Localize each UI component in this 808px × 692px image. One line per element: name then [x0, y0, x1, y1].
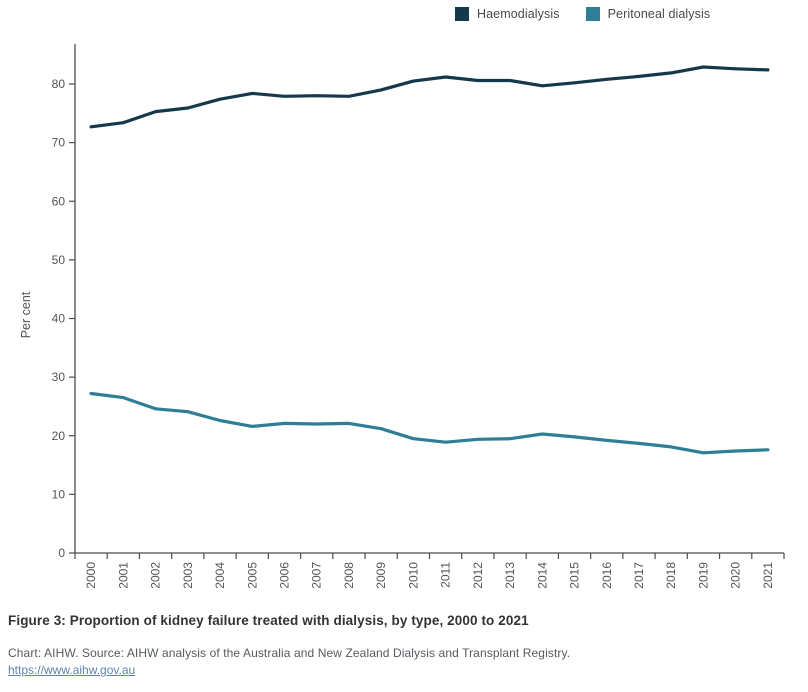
series-line-haemodialysis[interactable]	[89, 65, 770, 129]
x-tick-label: 2018	[664, 562, 678, 589]
x-tick-label: 2012	[471, 562, 485, 589]
x-tick-label: 2019	[696, 562, 710, 589]
x-tick-label: 2001	[116, 562, 130, 589]
line-chart: 0 10 20 30 40 50 60 70 80 2000 2001 2002 2003 2004 200…	[19, 44, 785, 589]
y-tick-label: 10	[52, 487, 66, 501]
series-line-peritoneal-dialysis[interactable]	[89, 391, 770, 455]
x-tick-label: 2014	[535, 562, 549, 589]
y-tick-label: 70	[52, 136, 66, 150]
x-tick-label: 2000	[84, 562, 98, 589]
source-note: Chart: AIHW. Source: AIHW analysis of th…	[8, 646, 571, 660]
y-tick-label: 60	[52, 194, 66, 208]
x-tick-label: 2015	[568, 562, 582, 589]
y-tick-label: 30	[52, 370, 66, 384]
x-tick-label: 2011	[439, 562, 453, 588]
x-tick-label: 2017	[632, 562, 646, 589]
x-tick-label: 2013	[503, 562, 517, 589]
haemodialysis-swatch-icon	[455, 7, 469, 21]
x-tick-label: 2016	[600, 562, 614, 589]
x-tick-label: 2021	[761, 562, 775, 589]
x-tick-label: 2006	[277, 562, 291, 589]
y-tick-label: 50	[52, 253, 66, 267]
legend: Haemodialysis Peritoneal dialysis	[455, 7, 710, 21]
figure-caption: Figure 3: Proportion of kidney failure t…	[8, 613, 529, 628]
y-axis-title: Per cent	[19, 291, 33, 338]
x-tick-label: 2010	[406, 562, 420, 589]
x-tick-label: 2007	[310, 562, 324, 589]
y-tick-label: 80	[52, 77, 66, 91]
source-link[interactable]: https://www.aihw.gov.au	[8, 663, 136, 677]
peritoneal-swatch-icon	[585, 7, 600, 21]
legend-item-haemodialysis[interactable]: Haemodialysis	[455, 7, 560, 21]
y-tick-label: 0	[58, 546, 65, 560]
x-tick-label: 2004	[213, 562, 227, 589]
legend-label-peritoneal: Peritoneal dialysis	[607, 7, 711, 21]
legend-label-haemodialysis: Haemodialysis	[477, 7, 560, 21]
x-tick-label: 2008	[342, 562, 356, 589]
x-tick-label: 2020	[729, 562, 743, 589]
legend-item-peritoneal[interactable]: Peritoneal dialysis	[585, 7, 711, 21]
x-tick-label: 2002	[149, 562, 163, 589]
x-tick-label: 2009	[374, 562, 388, 589]
y-tick-label: 40	[52, 312, 66, 326]
x-tick-label: 2003	[181, 562, 195, 589]
y-tick-label: 20	[52, 429, 66, 443]
x-tick-label: 2005	[245, 562, 259, 589]
